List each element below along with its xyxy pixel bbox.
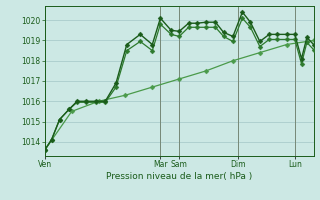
X-axis label: Pression niveau de la mer( hPa ): Pression niveau de la mer( hPa )	[106, 172, 252, 181]
